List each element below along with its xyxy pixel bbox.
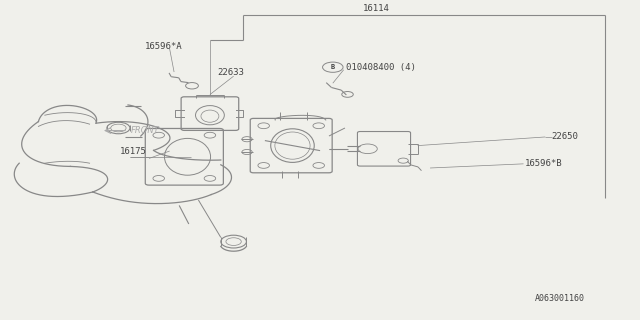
Text: 16175: 16175 bbox=[120, 147, 147, 156]
Text: 22650: 22650 bbox=[552, 132, 579, 141]
Text: 010408400 (4): 010408400 (4) bbox=[346, 63, 415, 72]
Text: 22633: 22633 bbox=[218, 68, 244, 77]
Text: 16114: 16114 bbox=[363, 4, 390, 13]
Text: A063001160: A063001160 bbox=[535, 294, 585, 303]
Text: 16596*A: 16596*A bbox=[145, 42, 182, 51]
Text: B: B bbox=[331, 64, 335, 70]
Text: FRONT: FRONT bbox=[131, 126, 160, 135]
Text: 16596*B: 16596*B bbox=[525, 159, 563, 168]
